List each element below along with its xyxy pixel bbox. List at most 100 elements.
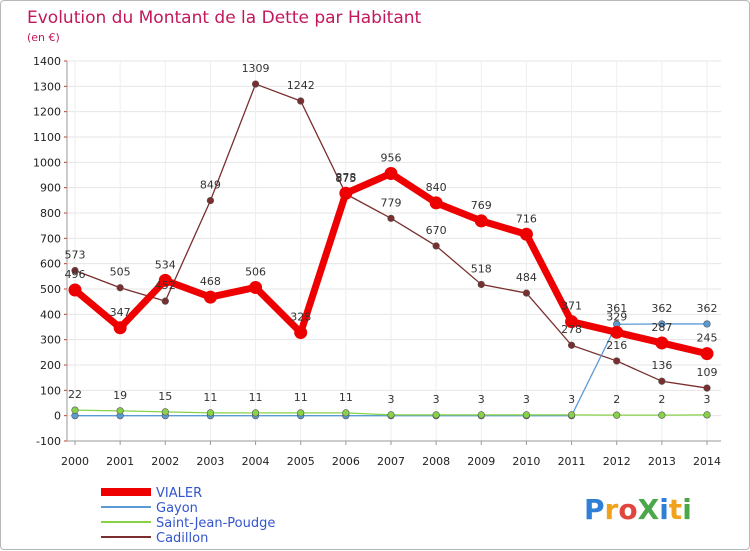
data-point [700,347,714,361]
data-label: 505 [110,266,131,279]
x-tick-label: 2003 [196,455,224,468]
logo-letter: i [659,493,669,526]
data-label: 875 [335,172,356,185]
logo-letter: r [605,493,619,526]
data-label: 278 [561,323,582,336]
y-tick-label: 900 [40,182,61,195]
chart-title: Evolution du Montant de la Dette par Hab… [27,8,422,28]
y-tick-label: 800 [40,207,61,220]
data-label: 3 [523,393,530,406]
data-label: 371 [561,300,582,313]
data-point [158,273,172,287]
data-label: 878 [335,171,356,184]
axis-layer: -100 0 100 200 300 400 500 600 700 800 900 1000 1100… [33,55,721,468]
y-tick-label: 100 [40,384,61,397]
data-point [251,80,260,88]
data-point [203,290,217,304]
data-label: 3 [568,393,575,406]
data-point [294,326,308,340]
data-label: 11 [203,391,217,404]
data-label: 3 [433,393,440,406]
data-label: 22 [68,388,82,401]
label-layer: 496 347 534 468 506 328 878 956 840 769 716 371 329 2… [65,62,718,406]
plot-area [67,61,721,441]
data-point [522,289,531,297]
data-point [567,341,576,349]
data-point [251,409,260,417]
grid-layer [67,60,721,442]
data-label: 362 [697,302,718,315]
data-label: 109 [697,366,718,379]
logo-text: ProXiti [584,493,692,526]
logo-letter: X [638,493,660,526]
x-tick-label: 2014 [693,455,721,468]
x-tick-label: 2013 [648,455,676,468]
data-point [206,196,215,205]
data-label: 287 [651,321,672,334]
x-tick-label: 2008 [422,455,450,468]
data-point [477,280,485,289]
data-label: 484 [516,271,537,284]
data-label: 11 [294,391,308,404]
y-tick-label: 400 [40,308,61,321]
x-tick-label: 2012 [603,455,631,468]
data-label: 15 [158,390,172,403]
data-label: 779 [381,196,402,209]
y-tick-label: 300 [40,334,61,347]
data-point [429,196,443,210]
data-point [342,409,350,417]
data-point [477,411,485,419]
data-label: 840 [426,181,447,194]
legend-label: Cadillon [156,531,208,546]
data-label: 245 [697,332,718,345]
y-tick-label: 1100 [33,131,61,144]
data-label: 3 [478,393,485,406]
data-point [116,407,124,415]
data-point [703,384,711,392]
data-point [655,336,669,350]
y-tick-label: 200 [40,359,61,372]
x-tick-label: 2011 [558,455,586,468]
data-label: 670 [426,224,447,237]
data-label: 329 [606,310,627,323]
data-label: 506 [245,265,266,278]
data-label: 11 [339,391,353,404]
data-point [206,409,215,417]
x-tick-label: 2010 [512,455,540,468]
legend-label: Gayon [156,501,198,516]
x-tick-label: 2009 [467,455,495,468]
data-label: 2 [613,393,620,406]
y-tick-label: 1300 [33,80,61,93]
data-point [567,411,576,419]
data-label: 328 [290,311,311,324]
data-point [161,297,169,305]
data-point [658,320,666,328]
logo-letter: t [669,493,682,526]
legend-label: Saint-Jean-Poudge [156,516,275,531]
data-point [613,411,621,419]
x-tick-label: 2007 [377,455,405,468]
y-tick-label: 1200 [33,106,61,119]
data-point [68,283,82,297]
y-tick-label: 600 [40,258,61,271]
x-tick-label: 2006 [332,455,360,468]
y-tick-label: 700 [40,232,61,245]
data-point [522,411,531,419]
data-point [474,214,488,228]
data-point [703,411,711,419]
data-point [432,411,440,419]
x-tick-label: 2000 [61,455,89,468]
y-tick-label: 500 [40,283,61,296]
data-label: 2 [658,393,665,406]
data-label: 19 [113,389,127,402]
x-tick-label: 2001 [106,455,134,468]
series-layer [68,80,714,420]
data-label: 1309 [242,62,270,75]
data-label: 347 [110,306,131,319]
data-point [384,166,398,180]
data-label: 769 [471,199,492,212]
y-tick-label: -100 [36,435,61,448]
data-point [71,266,79,275]
